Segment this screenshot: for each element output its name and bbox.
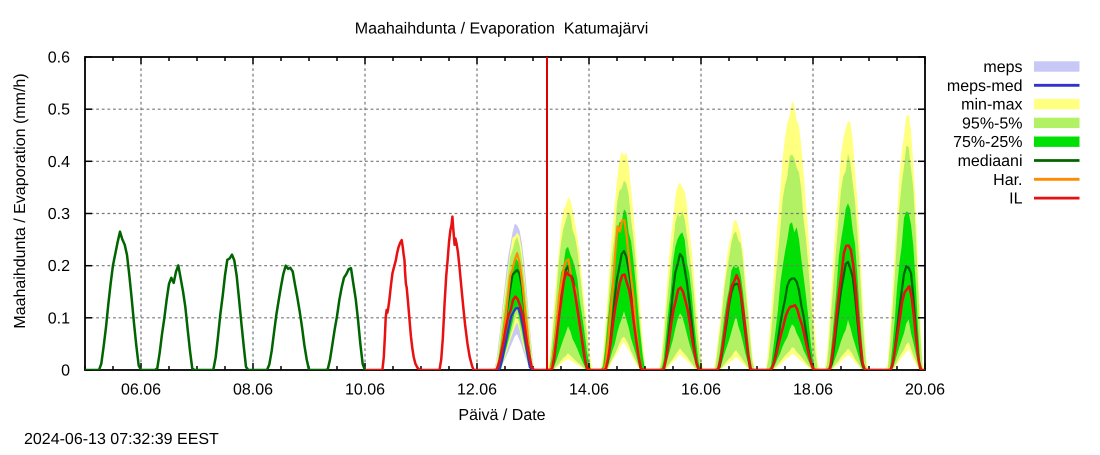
svg-text:0.5: 0.5: [48, 102, 70, 119]
svg-text:18.06: 18.06: [793, 382, 833, 399]
svg-text:16.06: 16.06: [681, 382, 721, 399]
svg-text:mediaani: mediaani: [958, 153, 1023, 170]
svg-text:2024-06-13 07:32:39 EEST: 2024-06-13 07:32:39 EEST: [24, 431, 219, 448]
svg-text:75%-25%: 75%-25%: [953, 134, 1022, 151]
svg-text:meps-med: meps-med: [947, 78, 1023, 95]
svg-text:Har.: Har.: [993, 172, 1022, 189]
svg-text:06.06: 06.06: [121, 382, 161, 399]
svg-text:meps: meps: [983, 59, 1022, 76]
svg-text:Maahaihdunta / Evaporation Ka: Maahaihdunta / Evaporation Katumajärvi: [355, 21, 649, 38]
svg-text:Päivä / Date: Päivä / Date: [458, 407, 545, 424]
svg-text:10.06: 10.06: [345, 382, 385, 399]
svg-text:0: 0: [61, 363, 70, 380]
svg-text:IL: IL: [1009, 191, 1022, 208]
svg-text:min-max: min-max: [961, 97, 1022, 114]
svg-text:0.4: 0.4: [48, 154, 70, 171]
svg-text:14.06: 14.06: [569, 382, 609, 399]
svg-text:12.06: 12.06: [457, 382, 497, 399]
svg-text:0.1: 0.1: [48, 310, 70, 327]
svg-text:0.2: 0.2: [48, 258, 70, 275]
svg-text:Maahaihdunta / Evaporation (mm: Maahaihdunta / Evaporation (mm/h): [12, 73, 29, 328]
svg-text:0.3: 0.3: [48, 206, 70, 223]
svg-text:0.6: 0.6: [48, 50, 70, 67]
svg-text:08.06: 08.06: [233, 382, 273, 399]
svg-text:95%-5%: 95%-5%: [962, 115, 1022, 132]
svg-text:20.06: 20.06: [905, 382, 945, 399]
